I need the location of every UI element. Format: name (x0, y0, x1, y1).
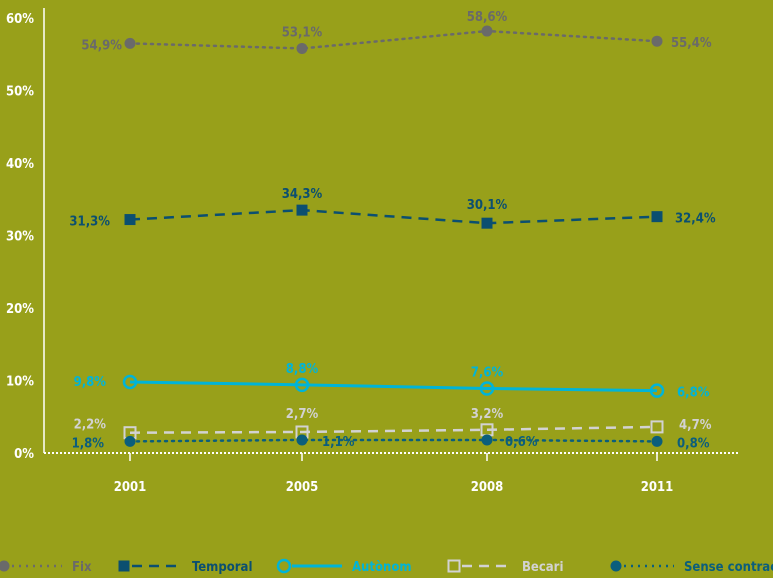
legend-item-becari: Becari (447, 559, 563, 575)
data-point-sensecontracte (651, 435, 663, 447)
data-label-temporal: 32,4% (675, 212, 716, 227)
data-label-temporal: 34,3% (282, 187, 323, 202)
data-label-autonom: 7,6% (471, 365, 504, 380)
y-tick-label: 40% (6, 157, 34, 172)
x-tick-label: 2008 (471, 480, 504, 495)
data-label-sensecontracte: 1,8% (72, 436, 105, 451)
data-point-temporal (296, 204, 308, 216)
legend-label: Temporal (192, 560, 252, 575)
legend-label: Autònom (352, 560, 412, 575)
data-point-temporal (651, 211, 663, 223)
data-point-autonom (122, 374, 138, 390)
legend-label: Fix (72, 560, 92, 575)
x-tick-label: 2011 (641, 480, 674, 495)
y-tick-label: 0% (14, 447, 34, 462)
data-point-fix (296, 42, 308, 54)
data-label-becari: 2,2% (74, 418, 107, 433)
data-label-autonom: 6,8% (677, 386, 710, 401)
legend-marker (447, 559, 461, 573)
data-point-temporal (124, 214, 136, 226)
data-label-temporal: 31,3% (69, 215, 110, 230)
axes: 0% 10% 20% 30% 40% 50% 60% 2001 2005 2008 2011 (6, 8, 740, 495)
legend-item-temporal: Temporal (118, 560, 252, 575)
y-tick-label: 10% (6, 375, 34, 390)
data-label-temporal: 30,1% (467, 198, 508, 213)
data-point-temporal (481, 217, 493, 229)
data-label-sensecontracte: 0,6% (505, 435, 538, 450)
data-label-becari: 4,7% (679, 418, 712, 433)
data-point-sensecontracte (124, 435, 136, 447)
data-point-sensecontracte (481, 434, 493, 446)
x-tick-label: 2001 (114, 480, 147, 495)
data-label-becari: 3,2% (471, 407, 504, 422)
data-point-fix (651, 35, 663, 47)
y-tick-label: 20% (6, 302, 34, 317)
data-point-autonom (649, 383, 665, 398)
legend-item-sensecontracte: Sense contracte (610, 560, 773, 575)
data-point-autonom (479, 381, 495, 396)
y-tick-label: 50% (6, 85, 34, 100)
series-line-fix (128, 29, 659, 50)
legend-marker (276, 558, 292, 574)
data-point-sensecontracte (296, 434, 308, 446)
data-label-sensecontracte: 0,8% (677, 436, 710, 451)
data-label-sensecontracte: 1,1% (322, 435, 355, 450)
y-tick-label: 60% (6, 12, 34, 27)
legend-item-autonom: Autònom (276, 558, 412, 575)
legend-label: Sense contracte (684, 560, 773, 575)
series-line-becari (129, 425, 658, 434)
data-point-becari (650, 420, 664, 434)
data-label-autonom: 8,8% (286, 362, 319, 377)
data-label-autonom: 9,8% (74, 375, 107, 390)
legend-marker (0, 560, 10, 572)
data-point-fix (481, 25, 493, 37)
data-label-fix: 58,6% (467, 10, 508, 25)
x-tick-label: 2005 (286, 480, 319, 495)
data-point-fix (124, 37, 136, 49)
series-line-temporal (129, 208, 658, 225)
legend: Fix Temporal Autònom Becari Sense contracte (0, 558, 773, 575)
legend-marker (610, 560, 622, 572)
series-group: 54,9% 53,1% 58,6% 55,4% 31,3% 34,3% 30,1% 32,4%… (69, 10, 715, 451)
legend-item-fix: Fix (0, 560, 92, 575)
data-label-fix: 53,1% (282, 25, 323, 40)
data-label-fix: 55,4% (671, 36, 712, 51)
data-label-becari: 2,7% (286, 407, 319, 422)
data-point-autonom (294, 377, 310, 393)
data-label-fix: 54,9% (81, 38, 122, 53)
series-line-autonom (129, 380, 658, 393)
legend-label: Becari (522, 560, 563, 575)
series-line-sensecontracte (128, 438, 659, 443)
y-tick-label: 30% (6, 230, 34, 245)
legend-marker (118, 560, 130, 572)
